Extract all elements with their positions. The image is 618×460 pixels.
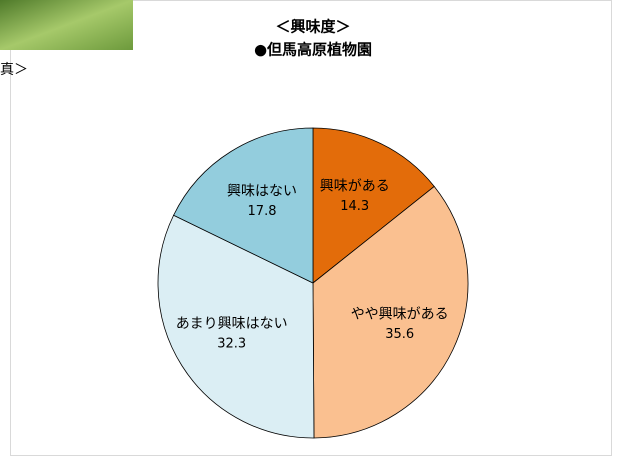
slice-label: 興味がある — [320, 178, 390, 194]
data-label: 32.3 — [217, 337, 246, 352]
data-label: 14.3 — [340, 199, 369, 214]
pie-slice — [312, 127, 435, 284]
pie-slice — [173, 127, 314, 284]
data-label: 17.8 — [248, 204, 277, 219]
pie-slice — [157, 214, 315, 439]
slice-label: あまり興味はない — [176, 316, 288, 332]
chart-title: ＜興味度＞ — [275, 18, 350, 36]
slice-label: 興味はない — [227, 184, 297, 200]
pie-slice — [312, 185, 469, 439]
photo — [0, 0, 133, 50]
data-label: 35.6 — [385, 327, 414, 342]
caption-fragment: 真＞ — [0, 62, 28, 78]
slice-label: やや興味がある — [351, 306, 449, 322]
chart-subtitle: ●但馬高原植物園 — [254, 41, 372, 59]
